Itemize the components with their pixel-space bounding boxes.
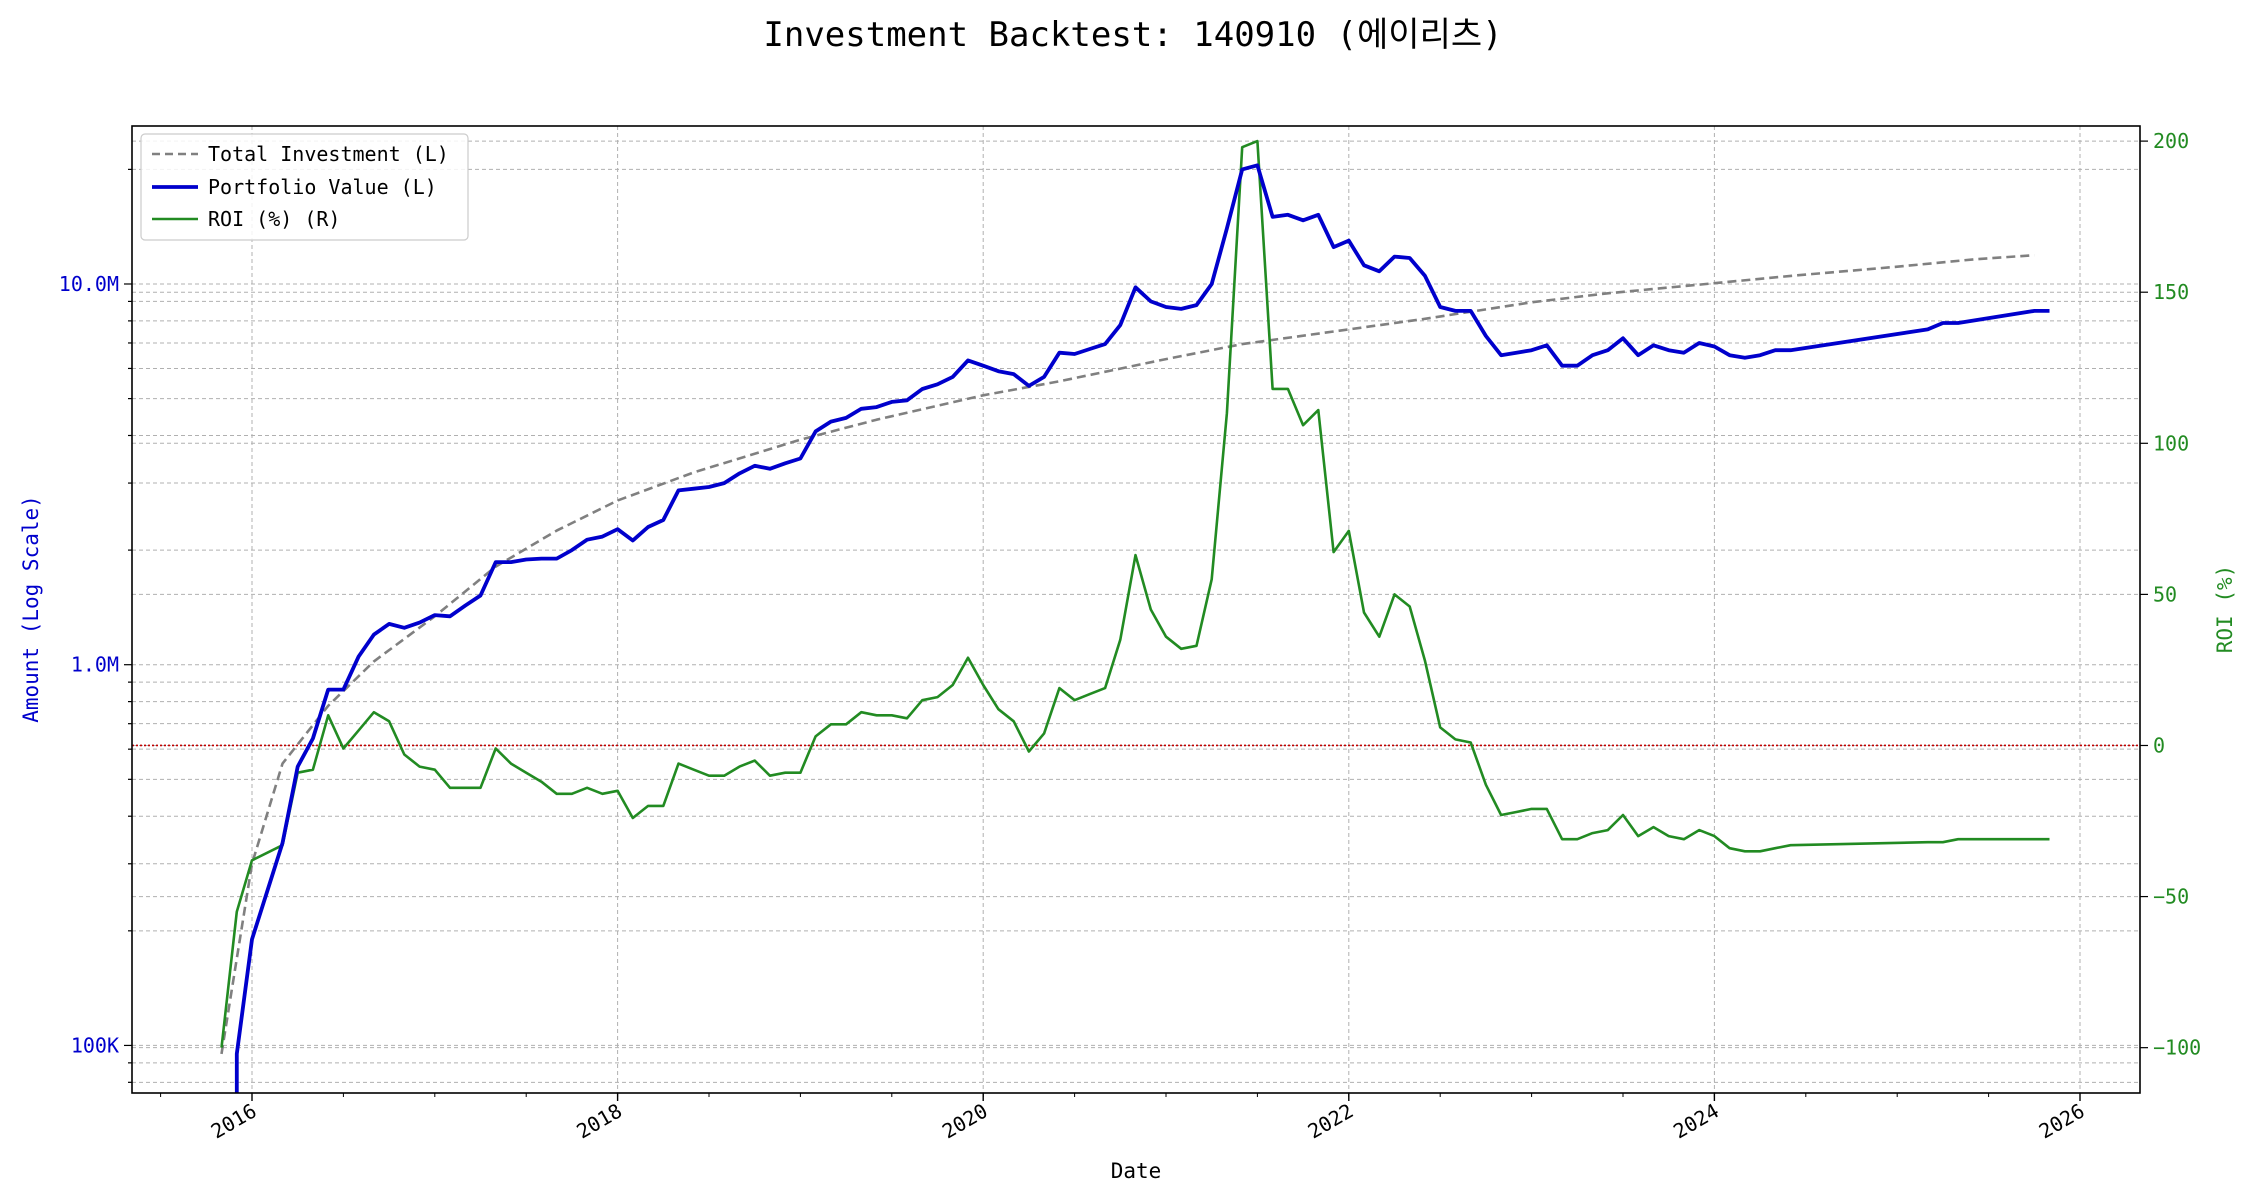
series-line-total-investment: [220, 253, 2035, 1055]
chart-title: Investment Backtest: 140910 (에이리츠): [763, 15, 1502, 55]
x-axis-ticks: 2016 2018 2020 2022 2024 2026: [160, 1093, 2089, 1144]
left-axis-label: Amount (Log Scale): [19, 495, 43, 723]
x-tick-label: 2026: [2035, 1099, 2089, 1144]
right-tick-label: 200: [2153, 129, 2189, 153]
series-line-roi: [220, 139, 2050, 1048]
x-tick-label: 2016: [207, 1099, 261, 1144]
legend: Total Investment (L) Portfolio Value (L)…: [140, 133, 469, 241]
x-tick-label: 2020: [938, 1099, 992, 1144]
x-tick-label: 2018: [572, 1099, 626, 1144]
x-tick-label: 2024: [1669, 1099, 1723, 1144]
grid-lines: [132, 126, 2140, 1093]
series-layer: [220, 139, 2050, 1093]
series-line-portfolio-value: [234, 163, 2050, 1093]
x-axis-label: Date: [1111, 1159, 1162, 1183]
left-tick-label: 10.0M: [59, 272, 119, 296]
left-tick-label: 100K: [71, 1033, 119, 1057]
legend-box: [140, 133, 469, 241]
right-tick-label: 50: [2153, 582, 2177, 606]
legend-label-roi: ROI (%) (R): [208, 207, 340, 231]
right-tick-label: 0: [2153, 733, 2165, 757]
right-tick-label: −50: [2153, 885, 2189, 909]
right-axis-ticks: −100 −50 0 50 100 150 200: [2140, 129, 2201, 1060]
right-tick-label: −100: [2153, 1036, 2201, 1060]
left-axis-ticks: 100K 1.0M 10.0M: [59, 168, 132, 1083]
right-axis-label: ROI (%): [2213, 565, 2237, 654]
plot-frame: [131, 125, 2141, 1094]
legend-label-total-investment: Total Investment (L): [208, 142, 449, 166]
left-tick-label: 1.0M: [71, 653, 119, 677]
right-tick-label: 150: [2153, 280, 2189, 304]
legend-label-portfolio-value: Portfolio Value (L): [208, 175, 437, 199]
x-tick-label: 2022: [1304, 1099, 1358, 1144]
right-tick-label: 100: [2153, 431, 2189, 455]
